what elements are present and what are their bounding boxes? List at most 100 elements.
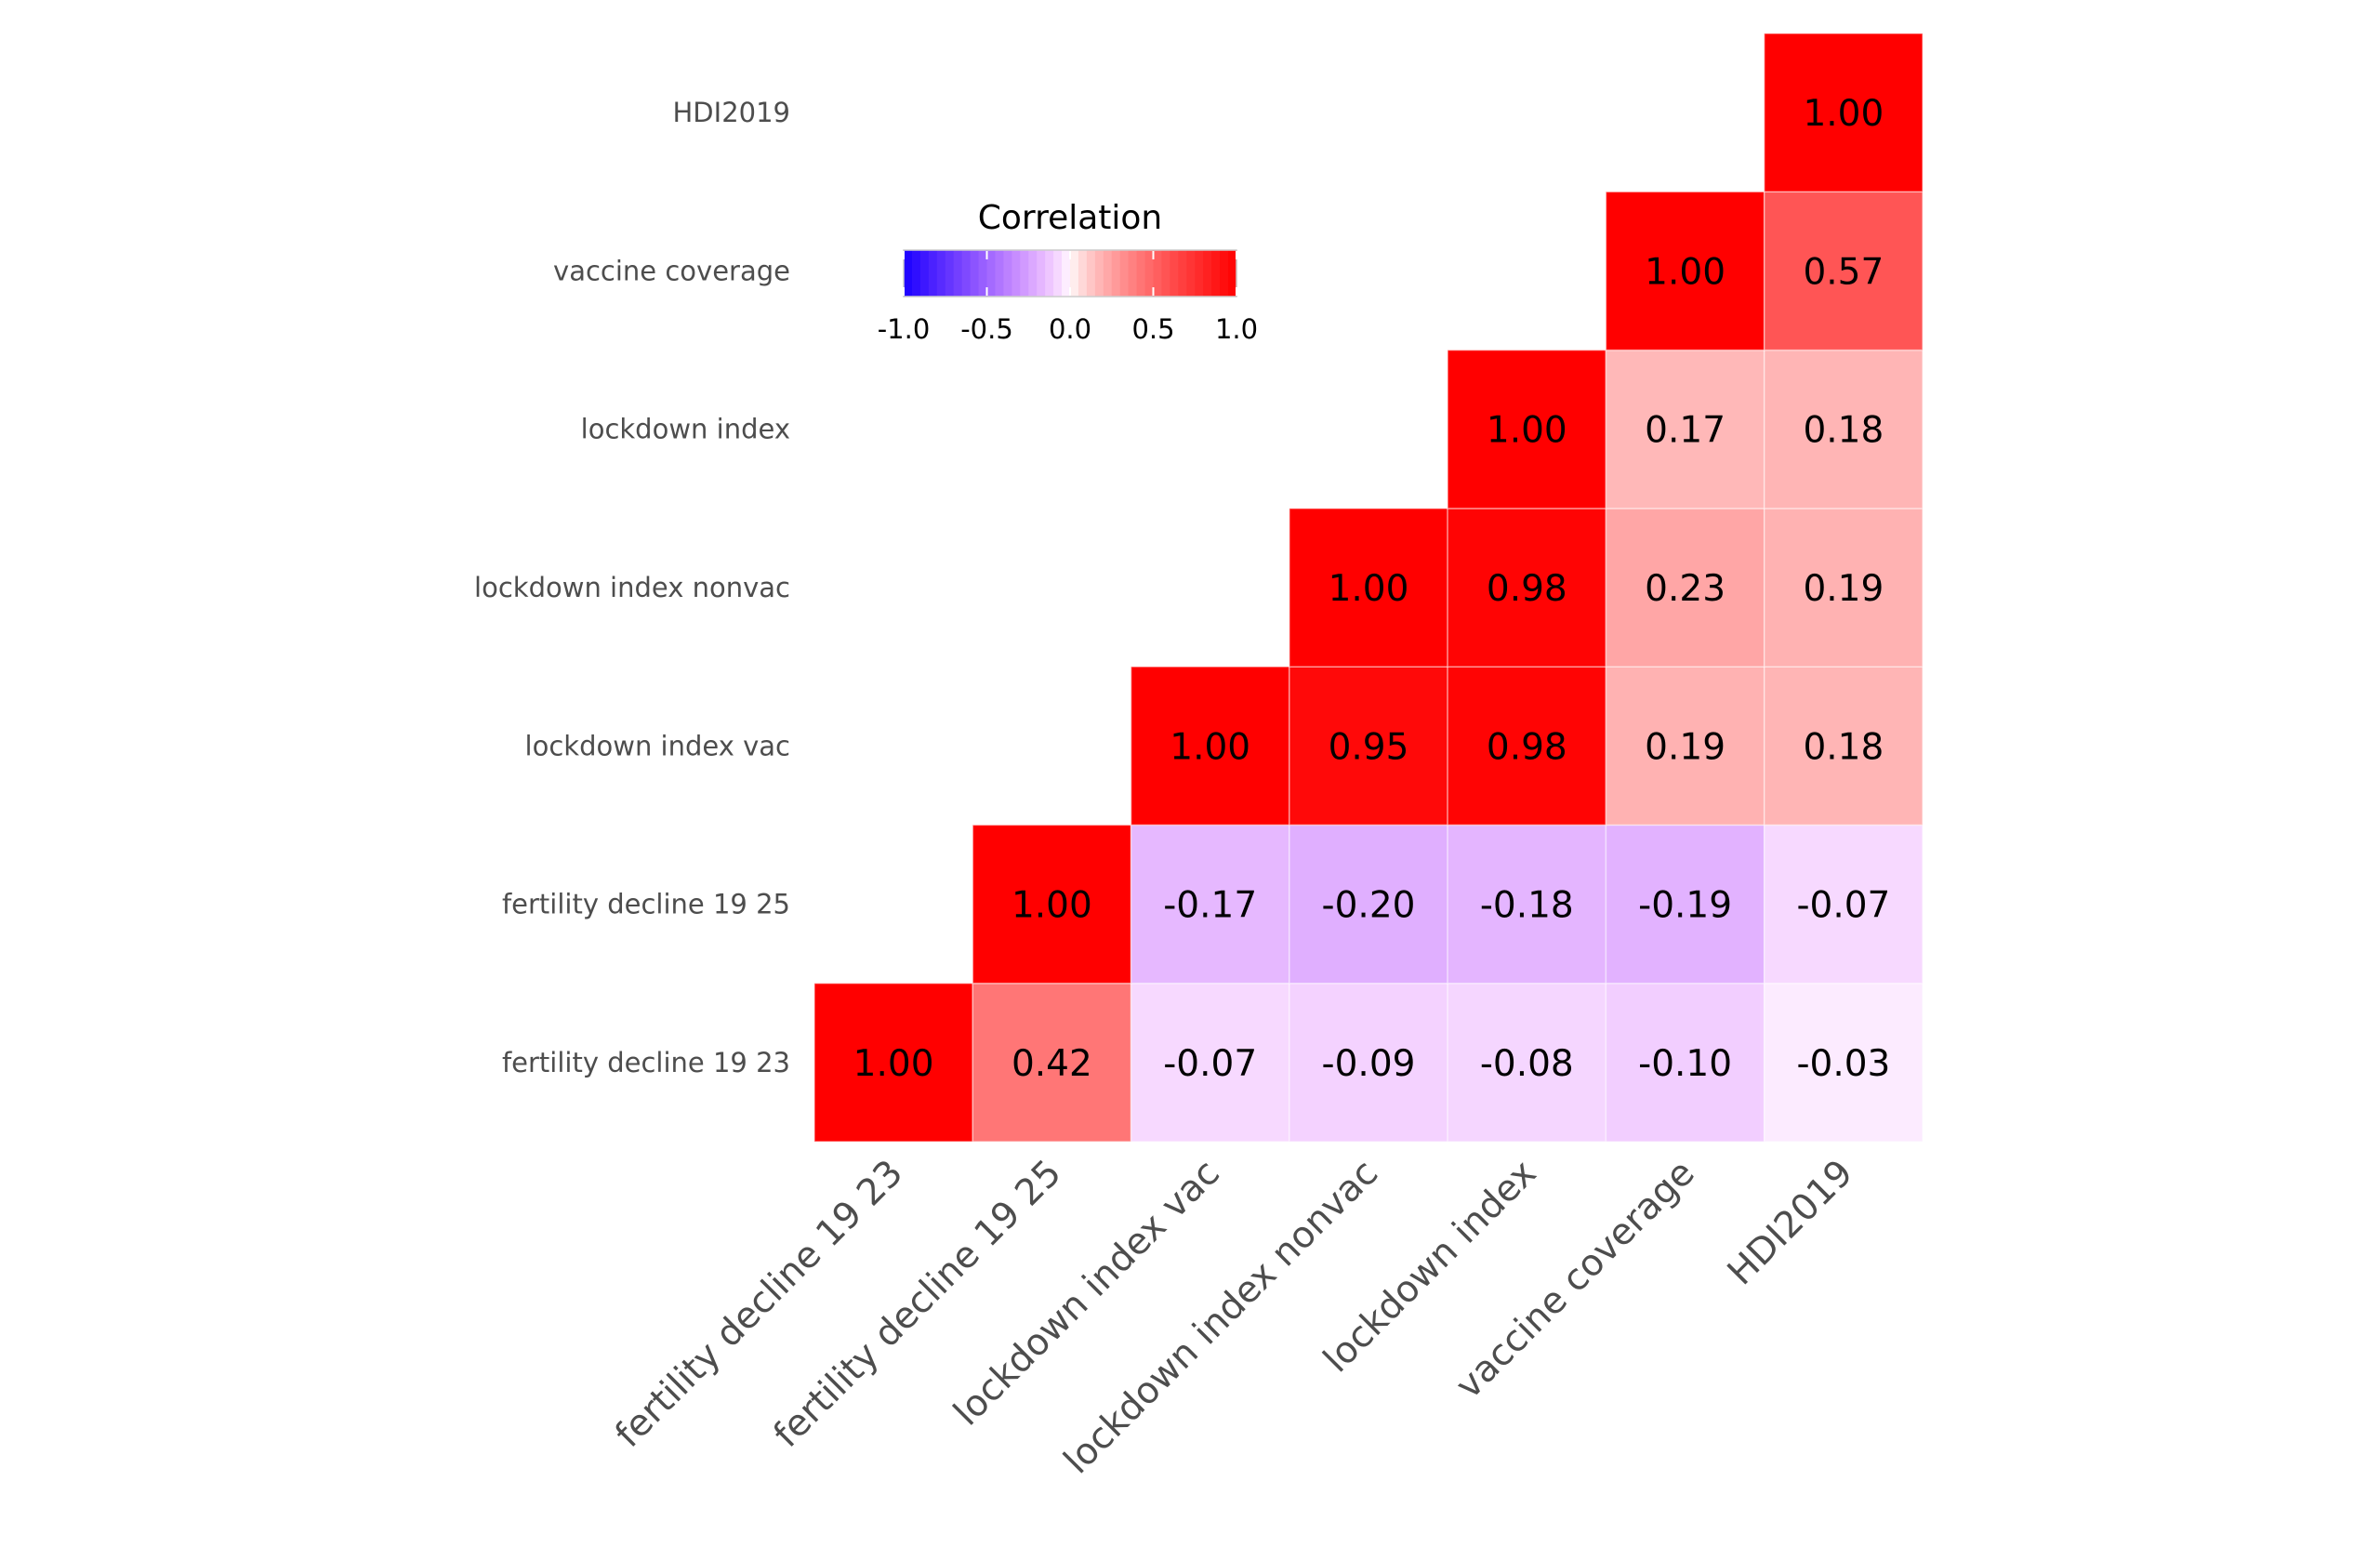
legend-colorbar-segment	[1078, 250, 1088, 297]
heatmap-cell	[1289, 824, 1448, 985]
legend-tick-label: 1.0	[1215, 313, 1258, 345]
cell-value-label: -0.17	[1163, 885, 1257, 927]
legend-colorbar-segment	[986, 250, 997, 297]
legend-colorbar-frame	[903, 249, 1237, 298]
cell-value-label: -0.03	[1796, 1043, 1890, 1085]
heatmap-cell	[1130, 666, 1290, 826]
legend-colorbar-segment	[1170, 250, 1179, 297]
legend-colorbar-segment	[1220, 250, 1229, 297]
cell-value-label: -0.08	[1480, 1043, 1574, 1085]
legend-colorbar-segment	[945, 250, 955, 297]
cell-value-label: 1.00	[1170, 726, 1250, 768]
y-axis-tick-label: lockdown index vac	[525, 730, 790, 761]
legend-colorbar-segment	[1037, 250, 1046, 297]
legend-colorbar-segment	[961, 250, 972, 297]
legend-colorbar-segment	[995, 250, 1004, 297]
cell-value-label: 1.00	[1803, 93, 1884, 135]
legend-colorbar-segment	[1020, 250, 1029, 297]
cell-value-label: -0.19	[1638, 885, 1732, 927]
legend-colorbar-segment	[970, 250, 980, 297]
legend-colorbar-segment	[1161, 250, 1170, 297]
legend-colorbar-segment	[1111, 250, 1121, 297]
legend-colorbar-segment	[1003, 250, 1012, 297]
legend-colorbar-segment	[1028, 250, 1038, 297]
legend-colorbar-segment	[911, 250, 921, 297]
cell-value-label: 0.18	[1803, 726, 1884, 768]
legend-colorbar-segment	[1086, 250, 1096, 297]
cell-value-label: -0.07	[1796, 885, 1890, 927]
y-axis-tick-label: lockdown index nonvac	[474, 572, 790, 603]
cell-value-label: 1.00	[853, 1043, 934, 1085]
cell-value-label: 1.00	[1012, 885, 1092, 927]
cell-value-label: -0.10	[1638, 1043, 1732, 1085]
legend-colorbar-segment	[1186, 250, 1196, 297]
heatmap-cell	[1763, 349, 1924, 509]
cell-value-label: 1.00	[1487, 410, 1567, 452]
cell-value-label: 1.00	[1329, 568, 1409, 610]
legend-colorbar-segment	[936, 250, 946, 297]
legend-colorbar-segment	[1195, 250, 1204, 297]
y-axis-tick-label: HDI2019	[673, 97, 791, 128]
legend-colorbar-segment	[1053, 250, 1063, 297]
cell-value-label: 0.95	[1329, 726, 1409, 768]
y-axis-tick-label: fertility decline 19 25	[502, 889, 790, 920]
heatmap-cell	[1289, 666, 1448, 826]
y-axis-tick-label: vaccine coverage	[553, 255, 790, 286]
legend-colorbar-segment	[1062, 250, 1071, 297]
legend-colorbar-segment	[1153, 250, 1163, 297]
heatmap-cell	[1763, 666, 1924, 826]
legend-colorbar-segment	[978, 250, 988, 297]
legend-colorbar-segment	[953, 250, 963, 297]
heatmap-cell	[1605, 349, 1765, 509]
cell-value-label: 0.19	[1803, 568, 1884, 610]
legend-colorbar	[903, 249, 1237, 298]
cell-value-label: -0.07	[1163, 1043, 1257, 1085]
legend-colorbar-segment	[1211, 250, 1221, 297]
heatmap-cell	[1130, 824, 1290, 985]
y-axis-tick-label: lockdown index	[581, 414, 790, 445]
heatmap-cell	[1447, 982, 1607, 1143]
cell-value-label: 0.17	[1645, 410, 1726, 452]
heatmap-cell	[1763, 824, 1924, 985]
legend-tick-labels: -1.0 -0.5 0.0 0.5 1.0	[878, 251, 1258, 345]
legend-colorbar-segment	[1119, 250, 1130, 297]
legend-colorbar-segment	[1012, 250, 1021, 297]
legend-title: Correlation	[978, 199, 1163, 237]
cell-value-label: -0.18	[1480, 885, 1574, 927]
cell-value-label: 1.00	[1645, 251, 1726, 293]
legend-colorbar-segment	[1094, 250, 1104, 297]
heatmap-cell	[1605, 666, 1765, 826]
legend-tick-label: 0.0	[1049, 313, 1091, 345]
heatmap-cells	[813, 33, 1924, 1143]
heatmap-cell	[1605, 508, 1765, 668]
legend-colorbar-segment	[1228, 250, 1237, 297]
legend-tick-label: -1.0	[878, 313, 931, 345]
legend-colorbar-segment	[1128, 250, 1138, 297]
heatmap-cell	[1447, 508, 1607, 668]
cell-value-label: 0.18	[1803, 410, 1884, 452]
heatmap-cell	[1763, 33, 1924, 193]
heatmap-cell	[1763, 508, 1924, 668]
heatmap-cell	[1130, 982, 1290, 1143]
legend-colorbar-segment	[928, 250, 938, 297]
heatmap-cell	[1605, 982, 1765, 1143]
legend-colorbar-segment	[1103, 250, 1113, 297]
legend-tick-label: 0.5	[1131, 313, 1174, 345]
heatmap-cell	[813, 982, 974, 1143]
cell-value-label: 0.19	[1645, 726, 1726, 768]
heatmap-cell	[972, 824, 1132, 985]
y-axis-tick-label: fertility decline 19 23	[502, 1047, 790, 1078]
heatmap-cell	[1289, 982, 1448, 1143]
heatmap-cell	[1763, 982, 1924, 1143]
cell-value-label: -0.20	[1322, 885, 1416, 927]
legend-colorbar-segment	[904, 250, 913, 297]
legend-colorbar-segment	[1136, 250, 1146, 297]
y-axis-tick-labels: fertility decline 19 23 fertility decline…	[474, 97, 790, 1078]
heatmap-cell	[1447, 666, 1607, 826]
cell-value-label: -0.09	[1322, 1043, 1416, 1085]
legend-tick-label: -0.5	[960, 313, 1013, 345]
cell-value-label: 0.42	[1012, 1043, 1092, 1085]
cell-value-label: 0.98	[1487, 568, 1567, 610]
cell-value-label: 0.57	[1803, 251, 1884, 293]
